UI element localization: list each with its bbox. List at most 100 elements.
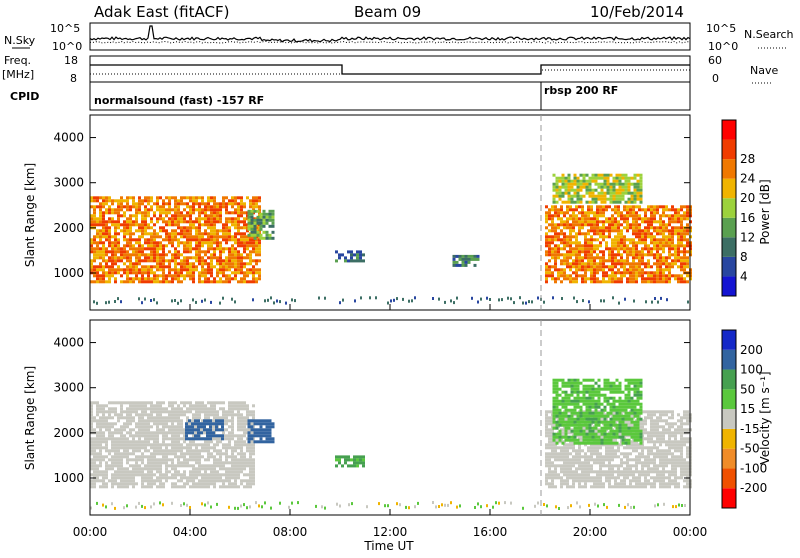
power-cell — [635, 229, 638, 232]
velocity-cell — [569, 452, 572, 455]
velocity-cell — [207, 464, 210, 467]
power-cell — [171, 223, 174, 226]
velocity-cell — [135, 404, 138, 407]
power-cell — [257, 216, 260, 219]
power-cell — [632, 214, 635, 217]
power-cell — [198, 262, 201, 265]
velocity-cell — [563, 449, 566, 452]
velocity-cell — [111, 458, 114, 461]
velocity-cell — [249, 485, 252, 488]
freq-left-tick-bottom: 8 — [70, 72, 77, 85]
power-cell — [204, 262, 207, 265]
power-cell — [577, 186, 580, 189]
power-cell — [572, 271, 575, 274]
velocity-cell — [195, 443, 198, 446]
power-cell — [99, 217, 102, 220]
power-cell — [237, 232, 240, 235]
power-cell — [545, 220, 548, 223]
velocity-cell — [614, 455, 617, 458]
power-cell — [674, 277, 677, 280]
power-cell — [599, 205, 602, 208]
power-cell — [641, 277, 644, 280]
power-cell — [198, 235, 201, 238]
power-cell — [593, 268, 596, 271]
freq-label-1: Freq. — [4, 54, 31, 67]
power-cell — [390, 299, 392, 302]
velocity-cell — [551, 461, 554, 464]
power-cell — [201, 265, 204, 268]
power-cell — [192, 271, 195, 274]
power-cell — [168, 217, 171, 220]
velocity-cell — [129, 476, 132, 479]
date-title: 10/Feb/2014 — [590, 3, 684, 21]
power-cell — [653, 226, 656, 229]
power-cell — [237, 226, 240, 229]
power-cell — [557, 277, 560, 280]
power-cell — [617, 232, 620, 235]
velocity-cell — [554, 473, 557, 476]
power-cell — [616, 180, 619, 183]
velocity-cell — [668, 425, 671, 428]
noise-left-tick-top: 10^5 — [50, 22, 80, 35]
power-cell — [593, 229, 596, 232]
power-cell — [632, 205, 635, 208]
velocity-cell — [617, 485, 620, 488]
power-cell — [150, 253, 153, 256]
power-cell — [545, 262, 548, 265]
velocity-cell — [174, 485, 177, 488]
velocity-cell — [192, 479, 195, 482]
velocity-cell — [206, 437, 209, 440]
velocity-cell — [584, 482, 587, 485]
power-cell — [222, 280, 225, 283]
power-cell — [216, 214, 219, 217]
power-cell — [584, 244, 587, 247]
power-cell — [560, 259, 563, 262]
velocity-cell — [114, 482, 117, 485]
power-cell — [616, 177, 619, 180]
power-cell — [551, 217, 554, 220]
velocity-cell — [165, 455, 168, 458]
power-cell — [279, 300, 281, 303]
velocity-cell — [575, 461, 578, 464]
velocity-cell — [662, 449, 665, 452]
velocity-cell — [105, 410, 108, 413]
velocity-cell — [587, 461, 590, 464]
power-cell — [135, 223, 138, 226]
power-cell — [237, 223, 240, 226]
power-cell — [611, 208, 614, 211]
velocity-cell — [593, 485, 596, 488]
velocity-cell — [144, 401, 147, 404]
velocity-cell — [257, 419, 260, 422]
velocity-cell — [183, 410, 186, 413]
velocity-cell — [656, 473, 659, 476]
power-cell — [543, 301, 545, 304]
velocity-cell — [662, 452, 665, 455]
power-cell — [186, 220, 189, 223]
velocity-cell — [572, 485, 575, 488]
velocity-cell — [168, 449, 171, 452]
power-cell — [141, 199, 144, 202]
power-cell — [629, 274, 632, 277]
velocity-cell — [249, 479, 252, 482]
velocity-cell — [626, 467, 629, 470]
power-cell — [587, 220, 590, 223]
power-cell — [129, 241, 132, 244]
power-cell — [396, 297, 398, 300]
velocity-cell — [228, 407, 231, 410]
power-cell — [635, 211, 638, 214]
power-cell — [593, 247, 596, 250]
power-cell — [257, 222, 260, 225]
power-cell — [216, 205, 219, 208]
velocity-cell — [225, 422, 228, 425]
velocity-cell — [102, 482, 105, 485]
power-cell — [656, 265, 659, 268]
velocity-cell — [662, 467, 665, 470]
power-cell — [611, 265, 614, 268]
power-cell — [554, 259, 557, 262]
power-cell — [677, 280, 680, 283]
velocity-cell — [213, 407, 216, 410]
power-cell — [234, 271, 237, 274]
power-cell — [668, 253, 671, 256]
velocity-cell — [207, 482, 210, 485]
power-cell — [156, 235, 159, 238]
